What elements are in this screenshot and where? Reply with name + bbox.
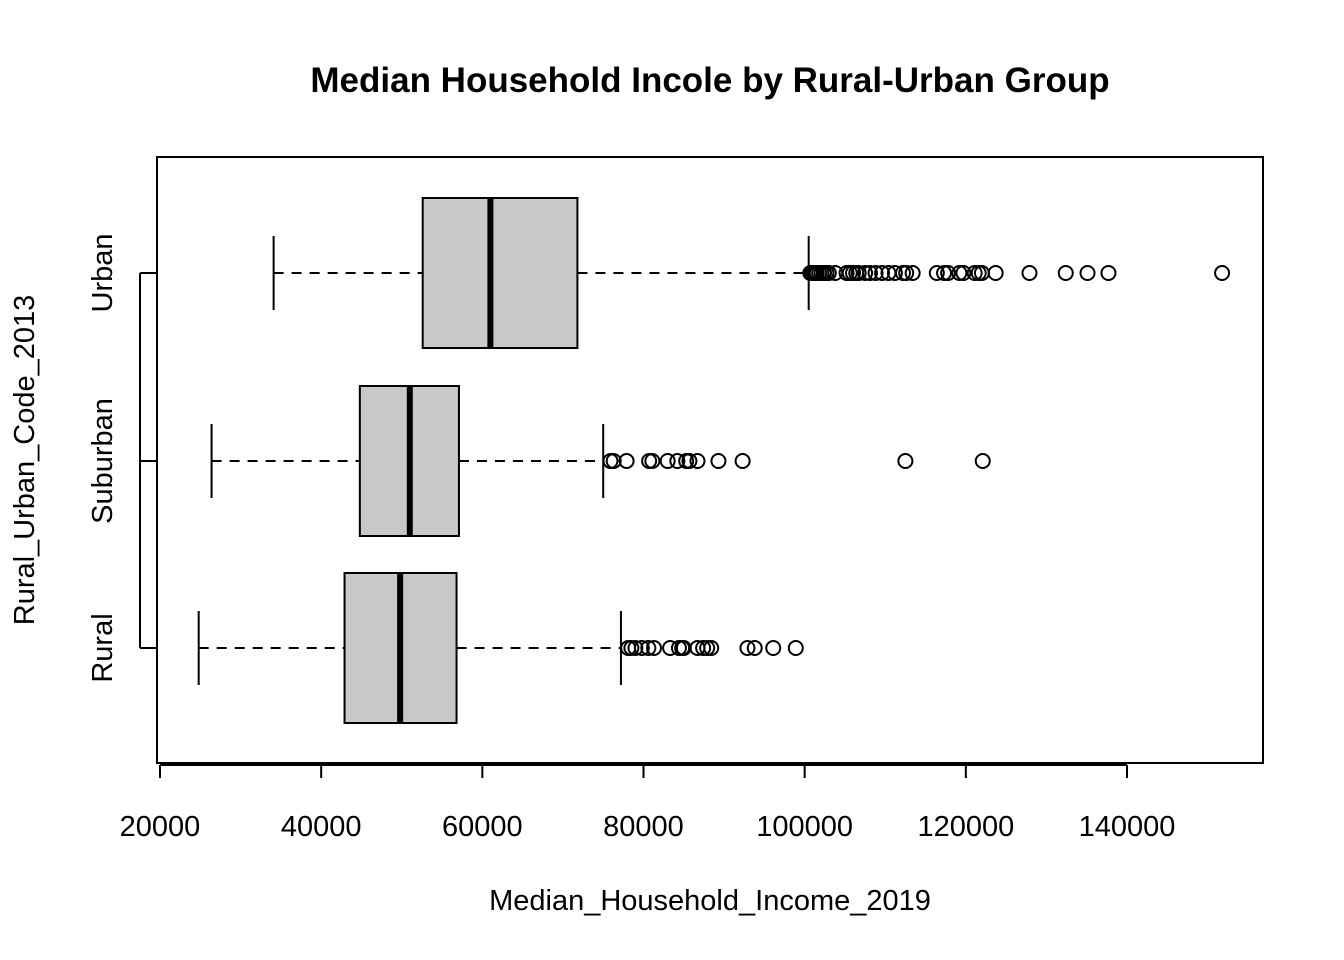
outlier-rural-12 (699, 640, 716, 656)
outlier-rural-1 (623, 640, 640, 656)
outlier-urban-38 (1214, 265, 1231, 281)
outlier-urban-17 (861, 265, 878, 281)
x-tick-label-4: 100000 (756, 811, 853, 843)
box-urban (421, 197, 579, 349)
y-tick-label-rural: Rural (87, 613, 119, 682)
outlier-urban-19 (874, 265, 891, 281)
x-axis-label: Median_Household_Income_2019 (489, 885, 931, 917)
outlier-rural-17 (787, 640, 804, 656)
box-group-rural (197, 572, 804, 724)
y-axis-label: Rural_Urban_Code_2013 (9, 295, 41, 626)
outlier-urban-36 (1079, 265, 1096, 281)
x-axis: 20000 40000 60000 80000 100000 120000 140000 (120, 764, 1176, 843)
outlier-urban-29 (955, 265, 972, 281)
outlier-suburban-4 (644, 453, 661, 469)
outlier-urban-30 (966, 265, 983, 281)
outlier-urban-34 (1021, 265, 1038, 281)
box-group-suburban (210, 385, 991, 537)
outlier-suburban-8 (681, 453, 698, 469)
x-tick-label-3: 80000 (603, 811, 684, 843)
outlier-rural-3 (633, 640, 650, 656)
x-tick-label-6: 140000 (1079, 811, 1176, 843)
outlier-urban-9 (820, 265, 837, 281)
outlier-urban-26 (936, 265, 953, 281)
outlier-suburban-2 (618, 453, 635, 469)
outlier-urban-35 (1057, 265, 1074, 281)
outlier-rural-15 (746, 640, 763, 656)
outlier-suburban-0 (602, 453, 619, 469)
x-tick-label-1: 40000 (281, 811, 362, 843)
outlier-rural-16 (765, 640, 782, 656)
x-tick-label-5: 120000 (917, 811, 1014, 843)
outlier-urban-23 (898, 265, 915, 281)
outlier-suburban-10 (710, 453, 727, 469)
outlier-suburban-5 (659, 453, 676, 469)
outlier-suburban-1 (605, 453, 622, 469)
outlier-urban-21 (886, 265, 903, 281)
outlier-rural-14 (739, 640, 756, 656)
y-axis: Rural Suburban Urban (87, 234, 157, 683)
outlier-suburban-3 (641, 453, 658, 469)
boxes-layer (197, 197, 1231, 724)
y-tick-label-suburban: Suburban (87, 398, 119, 524)
outlier-rural-4 (640, 640, 657, 656)
y-tick-label-urban: Urban (87, 234, 119, 313)
outlier-urban-18 (867, 265, 884, 281)
outlier-suburban-12 (897, 453, 914, 469)
outlier-suburban-6 (669, 453, 686, 469)
outlier-urban-37 (1100, 265, 1117, 281)
outlier-suburban-9 (689, 453, 706, 469)
outlier-urban-15 (850, 265, 867, 281)
outlier-suburban-11 (734, 453, 751, 469)
box-group-urban (272, 197, 1231, 349)
x-tick-label-0: 20000 (120, 811, 201, 843)
outlier-urban-33 (987, 265, 1004, 281)
chart-title: Median Household Incole by Rural-Urban G… (310, 61, 1109, 100)
outlier-suburban-13 (974, 453, 991, 469)
outlier-urban-27 (940, 265, 957, 281)
outlier-urban-28 (951, 265, 968, 281)
outlier-urban-24 (904, 265, 921, 281)
outlier-rural-5 (645, 640, 662, 656)
x-tick-label-2: 60000 (442, 811, 523, 843)
outlier-rural-11 (695, 640, 712, 656)
outlier-urban-25 (928, 265, 945, 281)
outlier-urban-16 (857, 265, 874, 281)
outlier-rural-13 (703, 640, 720, 656)
outlier-rural-2 (627, 640, 644, 656)
